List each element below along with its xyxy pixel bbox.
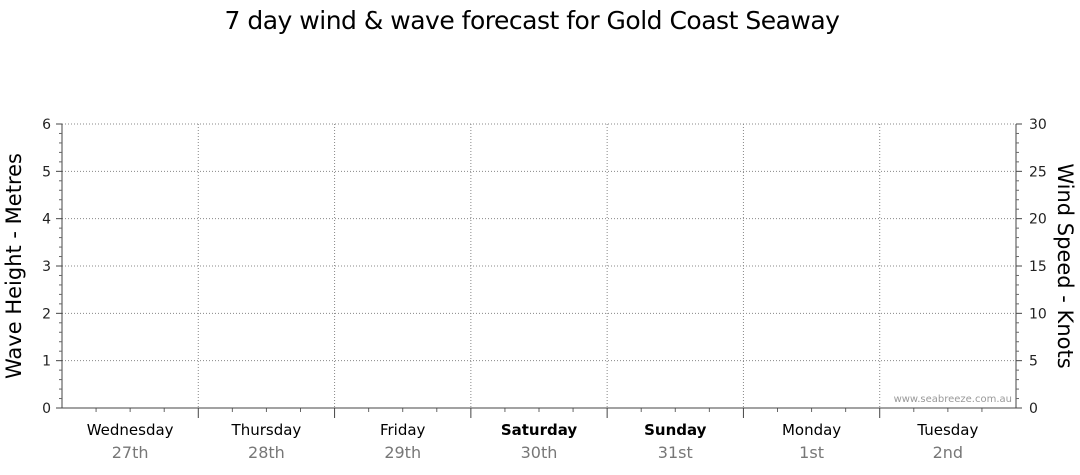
left-axis-ticks: 0 1 2 3 4 5 6 [42, 117, 62, 417]
right-tick-label: 0 [1029, 401, 1038, 417]
right-tick-label: 30 [1029, 117, 1047, 133]
watermark-text: www.seabreeze.com.au [894, 394, 1012, 405]
left-tick-label: 3 [42, 259, 51, 275]
x-day-label: Tuesday [916, 421, 978, 439]
left-tick-label: 5 [42, 164, 51, 180]
x-date-label: 28th [248, 443, 285, 462]
left-tick-label: 2 [42, 306, 51, 322]
right-tick-label: 15 [1029, 259, 1047, 275]
x-date-label: 2nd [933, 443, 963, 462]
right-tick-label: 20 [1029, 212, 1047, 228]
grid-lines [62, 123, 1016, 408]
x-day-label: Friday [380, 421, 426, 439]
left-tick-label: 1 [42, 354, 51, 370]
x-day-label: Wednesday [87, 421, 174, 439]
right-tick-label: 25 [1029, 164, 1047, 180]
left-tick-label: 0 [42, 401, 51, 417]
x-date-label: 29th [384, 443, 421, 462]
x-date-label: 27th [112, 443, 149, 462]
chart-title: 7 day wind & wave forecast for Gold Coas… [224, 6, 840, 35]
x-date-label: 31st [658, 443, 693, 462]
left-tick-label: 6 [42, 117, 51, 133]
right-tick-label: 5 [1029, 354, 1038, 370]
right-tick-label: 10 [1029, 306, 1047, 322]
x-day-label: Sunday [644, 421, 707, 439]
right-axis-title: Wind Speed - Knots [1053, 163, 1077, 368]
x-day-label: Thursday [231, 421, 302, 439]
x-day-label: Saturday [501, 421, 578, 439]
x-axis-day-labels: Wednesday 27th Thursday 28th Friday 29th Satur… [87, 421, 979, 462]
left-axis-title: Wave Height - Metres [2, 153, 26, 379]
chart-axes [61, 124, 1017, 418]
x-day-label: Monday [782, 421, 841, 439]
right-axis-ticks: 0 5 10 15 20 25 30 [1016, 117, 1047, 417]
x-date-label: 30th [521, 443, 558, 462]
left-tick-label: 4 [42, 212, 51, 228]
x-date-label: 1st [799, 443, 824, 462]
